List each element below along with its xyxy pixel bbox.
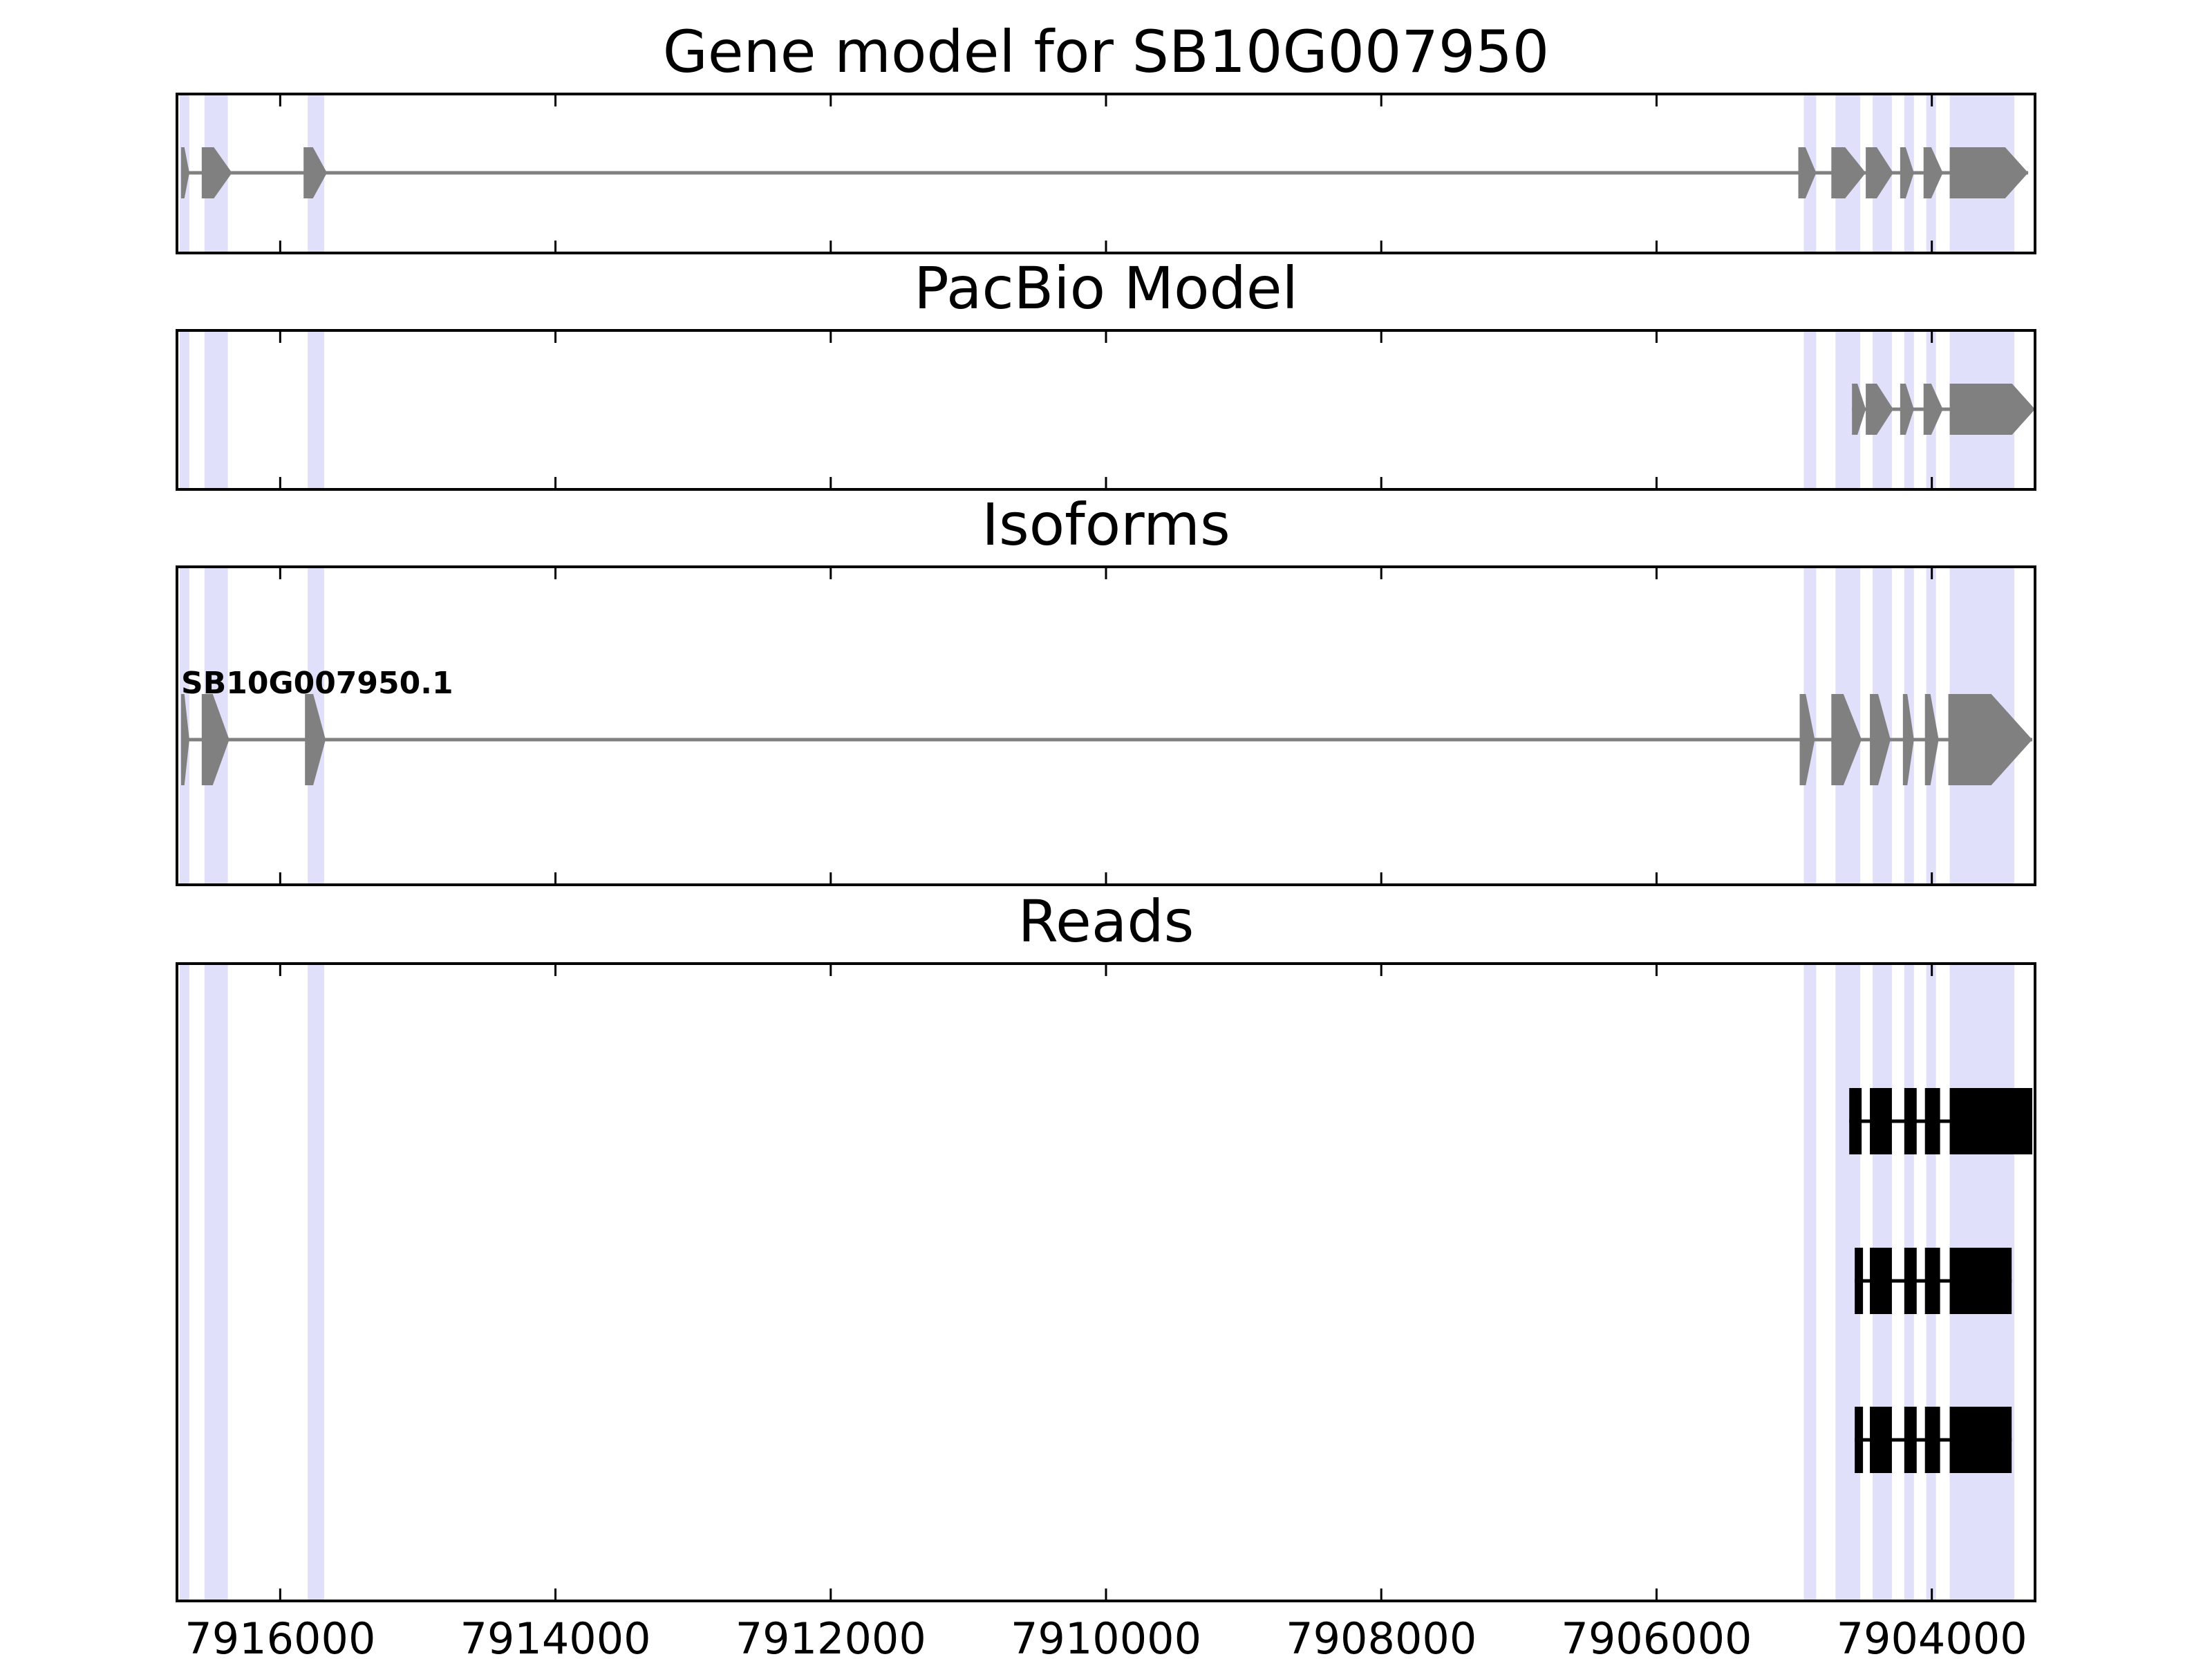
gene-model-title: Gene model for SB10G007950 <box>663 18 1549 86</box>
gene-model-exon <box>1900 384 1914 435</box>
read-exon <box>1924 1248 1940 1314</box>
read-exon <box>1904 1248 1917 1314</box>
isoform-exon <box>1799 694 1815 785</box>
exon-highlight-region <box>308 964 325 1601</box>
exon-highlight-region <box>179 330 189 489</box>
gene-model-exon <box>1798 147 1817 198</box>
pacbio-model-panel: PacBio Model <box>176 254 2036 491</box>
read-exon <box>1904 1407 1917 1473</box>
isoform-exon <box>1948 694 2033 785</box>
isoform-exon <box>201 694 229 785</box>
isoforms-panel: Isoforms SB10G007950.1 <box>176 491 2036 886</box>
isoform-exon <box>1870 694 1891 785</box>
read-exon <box>1870 1407 1892 1473</box>
gene-model-exon <box>201 147 232 198</box>
read-exon <box>1949 1088 2033 1154</box>
isoform-exon <box>1902 694 1914 785</box>
read-exon <box>1855 1407 1864 1473</box>
isoforms-title: Isoforms <box>982 491 1230 559</box>
read-exon <box>1904 1088 1917 1154</box>
exon-highlight-region <box>1803 964 1817 1601</box>
exon-highlight-region <box>1803 330 1817 489</box>
x-tick-label: 7910000 <box>1011 1613 1201 1659</box>
gene-model-exon <box>1923 147 1943 198</box>
isoform-exon <box>1831 694 1862 785</box>
gene-model-exon <box>1900 147 1914 198</box>
read-exon <box>1855 1248 1864 1314</box>
x-tick-label: 7904000 <box>1837 1613 2027 1659</box>
gene-model-exon <box>1923 384 1943 435</box>
exon-highlight-region <box>204 330 228 489</box>
gene-model-exon <box>180 147 189 198</box>
read-exon <box>1849 1088 1862 1154</box>
gene-model-exon <box>1852 384 1866 435</box>
read-exon <box>1949 1407 2012 1473</box>
gene-model-exon <box>1949 384 2035 435</box>
x-tick-label: 7912000 <box>735 1613 926 1659</box>
isoform-label: SB10G007950.1 <box>181 666 453 701</box>
read-exon <box>1924 1407 1940 1473</box>
isoform-exon <box>180 694 189 785</box>
gene-model-exon <box>1866 147 1893 198</box>
read-exon <box>1924 1088 1940 1154</box>
gene-model-exon <box>1866 384 1893 435</box>
x-tick-label: 7908000 <box>1286 1613 1477 1659</box>
reads-title: Reads <box>1018 888 1194 955</box>
reads-panel: Reads <box>176 888 2036 1602</box>
gene-model-panel: Gene model for SB10G007950 <box>176 18 2036 254</box>
exon-highlight-region <box>308 330 325 489</box>
x-tick-labels: 7916000 7914000 7912000 7910000 7908000 79060… <box>185 1613 2027 1659</box>
exon-highlight-region <box>204 964 228 1601</box>
read-exon <box>1870 1088 1892 1154</box>
isoform-exon <box>1924 694 1939 785</box>
gene-model-exon <box>303 147 328 198</box>
exon-highlight-region <box>179 964 189 1601</box>
read-exon <box>1870 1248 1892 1314</box>
x-tick-label: 7914000 <box>460 1613 650 1659</box>
x-tick-label: 7906000 <box>1561 1613 1752 1659</box>
read-exon <box>1949 1248 2012 1314</box>
isoform-exon <box>305 694 326 785</box>
pacbio-model-title: PacBio Model <box>914 254 1298 322</box>
x-tick-label: 7916000 <box>185 1613 375 1659</box>
gene-model-exon <box>1949 147 2029 198</box>
gene-model-exon <box>1831 147 1866 198</box>
